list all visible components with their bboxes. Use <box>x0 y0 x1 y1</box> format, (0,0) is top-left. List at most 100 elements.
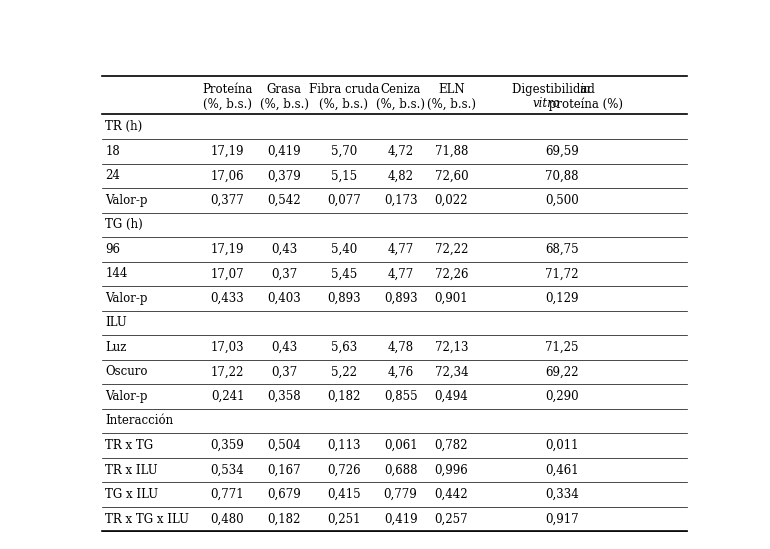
Text: 5,15: 5,15 <box>331 169 357 182</box>
Text: (%, b.s.): (%, b.s.) <box>427 97 476 110</box>
Text: 69,22: 69,22 <box>545 366 578 378</box>
Text: 0,358: 0,358 <box>267 390 301 403</box>
Text: Proteína: Proteína <box>203 83 253 96</box>
Text: (%, b.s.): (%, b.s.) <box>376 97 425 110</box>
Text: 5,70: 5,70 <box>331 145 357 158</box>
Text: (%, b.s.): (%, b.s.) <box>320 97 368 110</box>
Text: 0,37: 0,37 <box>271 366 297 378</box>
Text: 0,415: 0,415 <box>327 488 360 501</box>
Text: 72,34: 72,34 <box>434 366 468 378</box>
Text: 0,403: 0,403 <box>267 292 301 305</box>
Text: 0,442: 0,442 <box>434 488 468 501</box>
Text: 69,59: 69,59 <box>545 145 578 158</box>
Text: 0,542: 0,542 <box>267 194 301 207</box>
Text: 0,290: 0,290 <box>545 390 578 403</box>
Text: 0,359: 0,359 <box>211 439 244 452</box>
Text: 17,07: 17,07 <box>211 267 244 281</box>
Text: 0,893: 0,893 <box>327 292 360 305</box>
Text: ILU: ILU <box>105 316 127 329</box>
Text: 24: 24 <box>105 169 120 182</box>
Text: 0,241: 0,241 <box>211 390 244 403</box>
Text: (%, b.s.): (%, b.s.) <box>203 97 252 110</box>
Text: 4,77: 4,77 <box>387 267 413 281</box>
Text: 0,113: 0,113 <box>327 439 360 452</box>
Text: 0,011: 0,011 <box>545 439 578 452</box>
Text: 17,19: 17,19 <box>211 243 244 256</box>
Text: 0,251: 0,251 <box>327 513 360 525</box>
Text: TR x TG x ILU: TR x TG x ILU <box>105 513 189 525</box>
Text: Luz: Luz <box>105 341 126 354</box>
Text: 17,06: 17,06 <box>211 169 244 182</box>
Text: Fibra cruda: Fibra cruda <box>309 83 379 96</box>
Text: 0,494: 0,494 <box>434 390 468 403</box>
Text: 96: 96 <box>105 243 120 256</box>
Text: 0,901: 0,901 <box>434 292 468 305</box>
Text: 0,433: 0,433 <box>211 292 244 305</box>
Text: 0,257: 0,257 <box>434 513 468 525</box>
Text: 71,25: 71,25 <box>545 341 578 354</box>
Text: Digestibilidad: Digestibilidad <box>513 83 599 96</box>
Text: 4,72: 4,72 <box>387 145 413 158</box>
Text: 0,726: 0,726 <box>327 463 360 477</box>
Text: 72,26: 72,26 <box>434 267 468 281</box>
Text: 4,76: 4,76 <box>387 366 413 378</box>
Text: 0,129: 0,129 <box>545 292 578 305</box>
Text: 0,173: 0,173 <box>383 194 417 207</box>
Text: Interacción: Interacción <box>105 414 173 428</box>
Text: Grasa: Grasa <box>266 83 302 96</box>
Text: TR x TG: TR x TG <box>105 439 153 452</box>
Text: 0,461: 0,461 <box>545 463 578 477</box>
Text: 0,996: 0,996 <box>434 463 468 477</box>
Text: TG x ILU: TG x ILU <box>105 488 159 501</box>
Text: proteína (%): proteína (%) <box>545 97 624 110</box>
Text: 4,78: 4,78 <box>387 341 413 354</box>
Text: 72,13: 72,13 <box>434 341 468 354</box>
Text: ELN: ELN <box>438 83 464 96</box>
Text: 0,688: 0,688 <box>383 463 417 477</box>
Text: Valor-p: Valor-p <box>105 390 148 403</box>
Text: Valor-p: Valor-p <box>105 292 148 305</box>
Text: 0,43: 0,43 <box>271 341 297 354</box>
Text: 0,022: 0,022 <box>434 194 468 207</box>
Text: 72,60: 72,60 <box>434 169 468 182</box>
Text: 0,377: 0,377 <box>211 194 244 207</box>
Text: 0,43: 0,43 <box>271 243 297 256</box>
Text: 0,379: 0,379 <box>267 169 301 182</box>
Text: 0,334: 0,334 <box>545 488 578 501</box>
Text: TR x ILU: TR x ILU <box>105 463 158 477</box>
Text: 0,534: 0,534 <box>211 463 244 477</box>
Text: TR (h): TR (h) <box>105 120 142 133</box>
Text: 0,500: 0,500 <box>545 194 578 207</box>
Text: 5,40: 5,40 <box>331 243 357 256</box>
Text: vitro: vitro <box>533 97 561 110</box>
Text: 0,679: 0,679 <box>267 488 301 501</box>
Text: 5,22: 5,22 <box>331 366 357 378</box>
Text: 0,782: 0,782 <box>434 439 468 452</box>
Text: 4,82: 4,82 <box>387 169 413 182</box>
Text: 68,75: 68,75 <box>545 243 578 256</box>
Text: 144: 144 <box>105 267 128 281</box>
Text: TG (h): TG (h) <box>105 219 143 231</box>
Text: 0,167: 0,167 <box>267 463 301 477</box>
Text: 71,72: 71,72 <box>545 267 578 281</box>
Text: 0,855: 0,855 <box>383 390 417 403</box>
Text: 18: 18 <box>105 145 120 158</box>
Text: in: in <box>580 83 591 96</box>
Text: 0,077: 0,077 <box>327 194 361 207</box>
Text: Oscuro: Oscuro <box>105 366 148 378</box>
Text: 71,88: 71,88 <box>434 145 468 158</box>
Text: 0,182: 0,182 <box>267 513 301 525</box>
Text: Valor-p: Valor-p <box>105 194 148 207</box>
Text: 17,22: 17,22 <box>211 366 244 378</box>
Text: 0,779: 0,779 <box>383 488 417 501</box>
Text: 5,63: 5,63 <box>331 341 357 354</box>
Text: 0,37: 0,37 <box>271 267 297 281</box>
Text: 0,419: 0,419 <box>383 513 417 525</box>
Text: 0,771: 0,771 <box>211 488 244 501</box>
Text: 4,77: 4,77 <box>387 243 413 256</box>
Text: 17,03: 17,03 <box>211 341 244 354</box>
Text: 0,419: 0,419 <box>267 145 301 158</box>
Text: 0,480: 0,480 <box>211 513 244 525</box>
Text: 72,22: 72,22 <box>434 243 468 256</box>
Text: 17,19: 17,19 <box>211 145 244 158</box>
